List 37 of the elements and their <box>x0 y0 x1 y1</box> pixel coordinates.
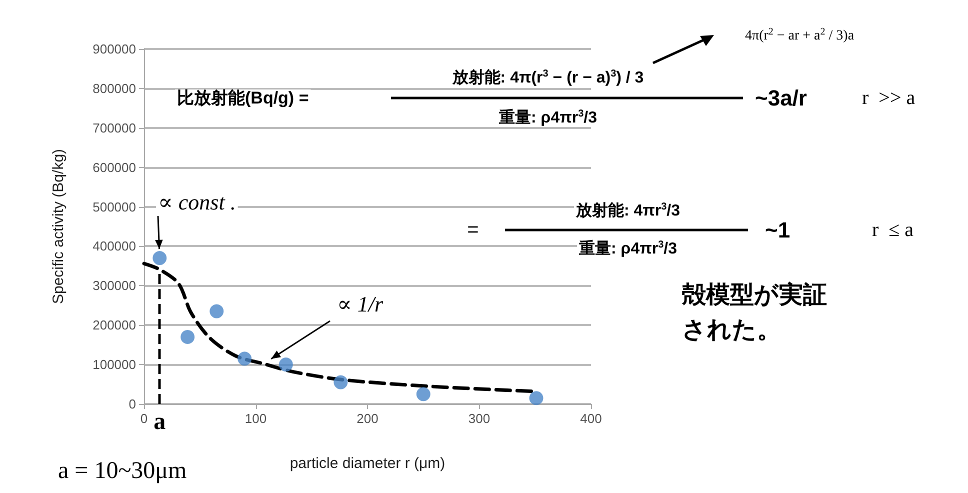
y-axis-title: Specific activity (Bq/kg) <box>50 148 67 304</box>
x-tick-label: 0 <box>140 411 148 426</box>
point <box>238 352 252 366</box>
text: された。 <box>682 316 781 344</box>
y-tick-label: 900000 <box>92 42 136 56</box>
text: r ≤ a <box>872 219 914 241</box>
y-tick-label: 500000 <box>92 199 136 214</box>
x-axis-title: particle diameter r (μm) <box>290 455 446 472</box>
x-tick-label: 100 <box>244 411 267 426</box>
y-tick-label: 200000 <box>92 318 136 333</box>
y-tick-label: 300000 <box>92 278 136 294</box>
text: ~3a/r <box>755 86 808 110</box>
annotation: = <box>467 219 479 241</box>
annotation: ∝ const . <box>158 190 236 214</box>
point <box>416 387 430 402</box>
y-tick-label: 100000 <box>92 357 136 372</box>
ref-line-label: a <box>154 409 166 435</box>
annotation: 比放射能(Bq/g) = <box>177 88 309 108</box>
point <box>334 375 348 390</box>
y-tick-label: 800000 <box>92 80 136 96</box>
text: r >> a <box>862 87 916 109</box>
annotation: ∝ 1/r <box>337 292 384 316</box>
point <box>152 251 167 266</box>
point <box>180 330 195 344</box>
point <box>210 304 224 318</box>
point <box>278 358 293 372</box>
y-tick-label: 400000 <box>92 238 136 254</box>
text: 殻模型が実証 <box>681 280 827 308</box>
text: ~1 <box>765 218 790 242</box>
x-tick-label: 400 <box>580 411 602 426</box>
point <box>529 391 544 406</box>
y-tick-label: 700000 <box>92 120 136 136</box>
y-tick-label: 0 <box>128 396 136 412</box>
x-tick-label: 300 <box>468 411 490 426</box>
text: a = 10~30μm <box>58 458 188 484</box>
x-tick-label: 200 <box>356 411 378 426</box>
y-tick-label: 600000 <box>92 160 136 175</box>
